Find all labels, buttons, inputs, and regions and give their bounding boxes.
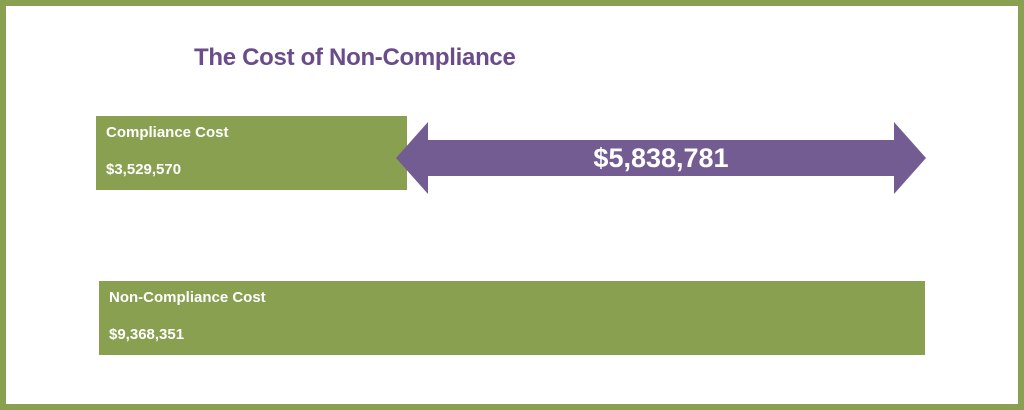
bar-label-non-compliance-cost: Non-Compliance Cost [109, 289, 266, 306]
difference-arrow: $5,838,781 [396, 122, 926, 194]
bar-label-compliance-cost: Compliance Cost [106, 124, 229, 141]
bar-non-compliance-cost: Non-Compliance Cost $9,368,351 [99, 281, 925, 355]
double-arrow-icon [396, 122, 926, 194]
difference-value: $5,838,781 [593, 143, 729, 173]
bar-compliance-cost: Compliance Cost $3,529,570 [96, 116, 407, 190]
chart-title: The Cost of Non-Compliance [194, 44, 516, 71]
bar-value-non-compliance-cost: $9,368,351 [109, 326, 185, 343]
double-arrow-shape [396, 122, 926, 194]
bar-value-compliance-cost: $3,529,570 [106, 161, 182, 178]
